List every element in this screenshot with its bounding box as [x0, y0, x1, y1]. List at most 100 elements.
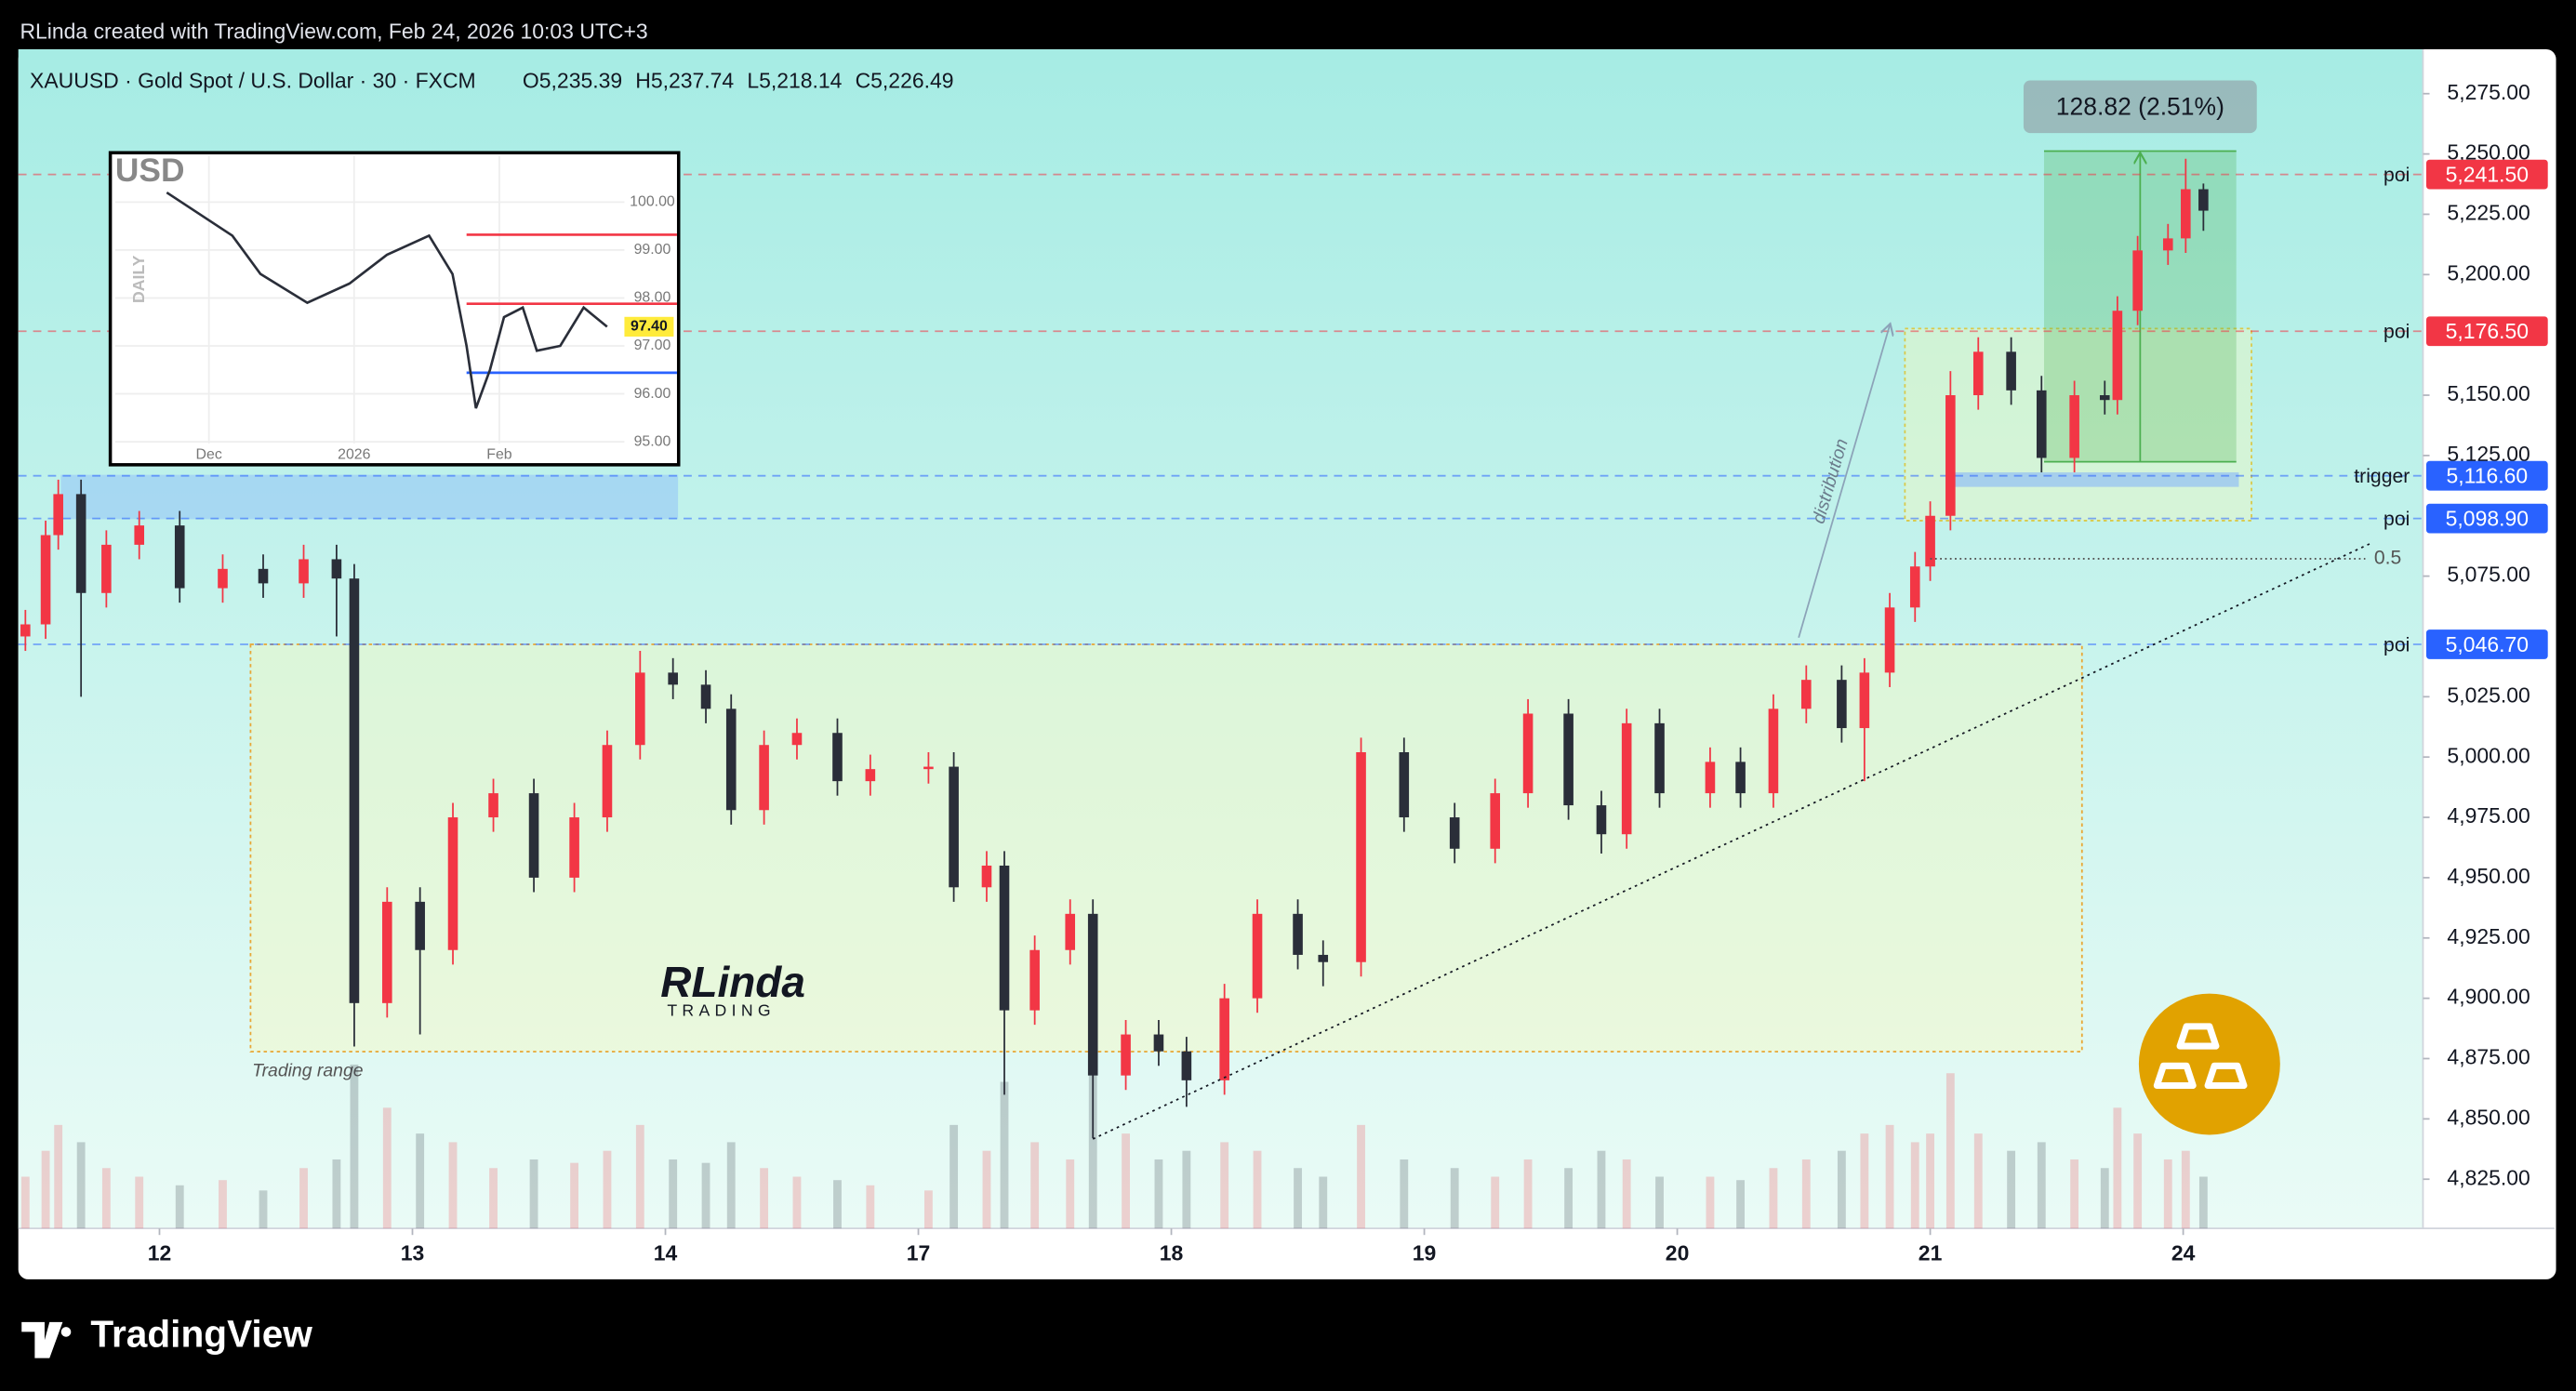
volume-bar: [570, 1162, 579, 1229]
x-tick-label: 17: [907, 1240, 931, 1265]
candle-body: [700, 684, 711, 709]
candle-body: [20, 624, 31, 637]
candle-body: [1800, 680, 1812, 709]
candle-body: [174, 525, 185, 589]
volume-bar: [1801, 1159, 1811, 1229]
level-tag: poi: [2383, 509, 2410, 530]
volume-bar: [1319, 1176, 1328, 1229]
candle-body: [668, 672, 678, 685]
volume-bar: [1122, 1133, 1130, 1229]
inset-y-tick-label: 97.00: [634, 338, 671, 353]
volume-bar: [2100, 1168, 2109, 1229]
inset-y-tick-label: 100.00: [630, 194, 675, 210]
candle-body: [101, 544, 112, 593]
volume-bar: [299, 1168, 308, 1229]
volume-bar: [54, 1124, 63, 1229]
candle-body: [1318, 954, 1329, 962]
measure-label-box: [2023, 80, 2257, 134]
candle-body: [218, 568, 228, 589]
inset-y-tick-label: 95.00: [634, 433, 671, 449]
level-price: 5,098.90: [2446, 506, 2529, 530]
y-tick-label: 4,825.00: [2447, 1165, 2530, 1189]
volume-bar: [635, 1124, 644, 1229]
volume-bar: [1860, 1133, 1869, 1229]
x-tick-label: 24: [2171, 1240, 2196, 1265]
volume-bar: [219, 1180, 227, 1229]
candle-body: [331, 559, 342, 579]
candle-body: [1065, 913, 1076, 950]
y-tick-label: 5,075.00: [2447, 563, 2530, 587]
volume-bar: [1523, 1159, 1533, 1229]
candle-body: [2132, 250, 2143, 311]
volume-bar: [135, 1176, 144, 1229]
volume-bar: [2133, 1133, 2143, 1229]
x-tick-label: 21: [1919, 1240, 1943, 1265]
volume-bar: [1769, 1168, 1778, 1229]
inset-title: USD: [115, 152, 185, 189]
brand: TradingView: [21, 1312, 312, 1358]
candle-body: [865, 769, 876, 782]
x-tick-label: 14: [654, 1240, 678, 1265]
legend-value: H5,237.74: [635, 68, 734, 92]
inset-x-tick-label: Dec: [196, 446, 222, 462]
volume-bar: [923, 1190, 933, 1229]
candle-body: [635, 672, 645, 746]
candle-body: [1925, 515, 1935, 567]
volume-bar: [489, 1168, 498, 1229]
candle-body: [759, 745, 769, 811]
volume-bar: [1564, 1168, 1573, 1229]
candle-body: [299, 559, 309, 584]
volume-bar: [1655, 1176, 1664, 1229]
volume-bar: [1400, 1159, 1409, 1229]
candle-body: [1029, 949, 1040, 1011]
measure-label: 128.82 (2.51%): [2056, 93, 2224, 121]
candle-body: [258, 568, 269, 584]
candle-body: [1219, 998, 1229, 1080]
candle-body: [1945, 395, 1956, 516]
candle-body: [725, 709, 737, 811]
candle-body: [999, 865, 1010, 1011]
candle-body: [1972, 351, 1984, 396]
level-tag: poi: [2383, 322, 2410, 343]
volume-bar: [1491, 1176, 1500, 1229]
inset-last-label: 97.40: [631, 319, 668, 335]
volume-bar: [259, 1190, 268, 1229]
volume-bar: [175, 1185, 184, 1229]
volume-bar: [1000, 1081, 1009, 1229]
legend-value: O5,235.39: [523, 68, 622, 92]
inset-y-tick-label: 99.00: [634, 242, 671, 258]
candle-body: [1563, 713, 1573, 806]
symbol: XAUUSD · Gold Spot / U.S. Dollar · 30 · …: [30, 68, 476, 92]
inset-last-box: [624, 316, 674, 337]
volume-bar: [2113, 1107, 2122, 1229]
y-tick-label: 4,925.00: [2447, 924, 2530, 948]
level-tag: poi: [2383, 634, 2410, 656]
candle-body: [40, 535, 51, 625]
candle-body: [2181, 189, 2191, 239]
volume-bar: [1926, 1133, 1934, 1229]
level-price: 5,116.60: [2447, 464, 2529, 488]
fib-label: 0.5: [2374, 548, 2401, 569]
volume-bar: [41, 1150, 50, 1229]
distribution-arrow: [1798, 325, 1890, 639]
trendline: [1092, 541, 2373, 1140]
level-price-box: [2426, 629, 2548, 659]
candle-body: [488, 793, 498, 818]
level-price-box: [2426, 316, 2548, 347]
volume-bar: [1357, 1124, 1365, 1229]
volume-bar: [1736, 1180, 1745, 1229]
volume-bar: [2198, 1176, 2208, 1229]
volume-bar: [866, 1185, 875, 1229]
volume-bar: [701, 1162, 710, 1229]
volume-bar: [20, 1176, 30, 1229]
y-tick-label: 5,150.00: [2447, 381, 2530, 405]
candle-body: [1356, 752, 1366, 962]
candle-body: [1522, 713, 1534, 794]
candle-body: [2112, 311, 2123, 401]
inset-x-tick-label: 2026: [338, 446, 370, 462]
x-tick-label: 12: [148, 1240, 172, 1265]
candle-body: [1859, 672, 1870, 729]
caption: RLinda created with TradingView.com, Feb…: [20, 19, 647, 43]
candle-body: [949, 766, 959, 888]
candle-body: [1293, 913, 1303, 955]
